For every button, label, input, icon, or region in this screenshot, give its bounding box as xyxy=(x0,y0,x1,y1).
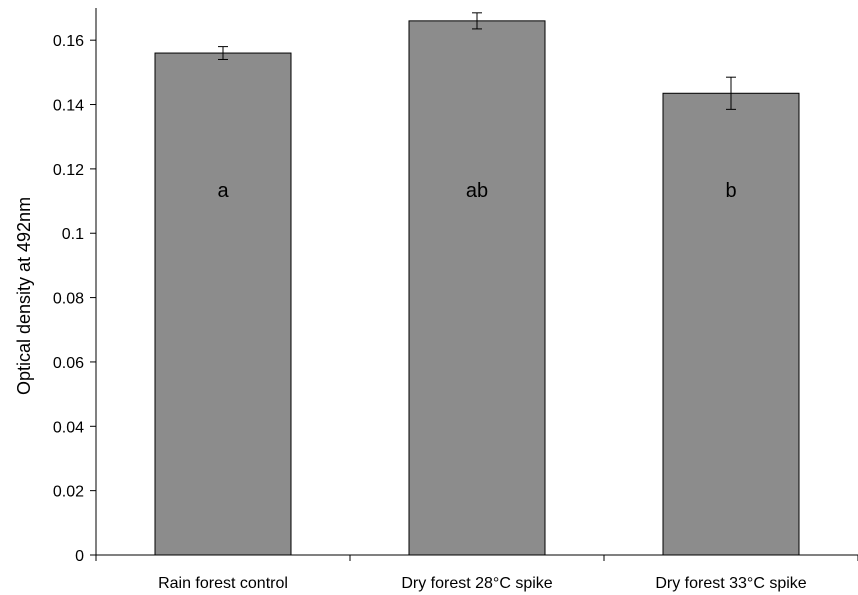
bar xyxy=(662,92,800,556)
y-tick-label: 0.08 xyxy=(53,291,84,308)
bar xyxy=(408,20,546,556)
y-tick-label: 0.04 xyxy=(53,419,84,436)
x-category-label: Dry forest 33°C spike xyxy=(655,575,806,592)
x-category-label: Dry forest 28°C spike xyxy=(401,575,552,592)
y-tick-label: 0.06 xyxy=(53,355,84,372)
y-tick-label: 0.02 xyxy=(53,484,84,501)
significance-label: b xyxy=(725,180,736,202)
y-axis-title: Optical density at 492nm xyxy=(14,197,34,395)
significance-label: a xyxy=(217,180,229,202)
y-tick-label: 0.16 xyxy=(53,33,84,50)
significance-label: ab xyxy=(466,180,488,202)
bar xyxy=(154,52,292,556)
y-tick-label: 0.14 xyxy=(53,98,84,115)
x-category-label: Rain forest control xyxy=(158,575,288,592)
y-tick-label: 0.12 xyxy=(53,162,84,179)
y-tick-label: 0.1 xyxy=(62,226,84,243)
y-tick-label: 0 xyxy=(75,548,84,565)
